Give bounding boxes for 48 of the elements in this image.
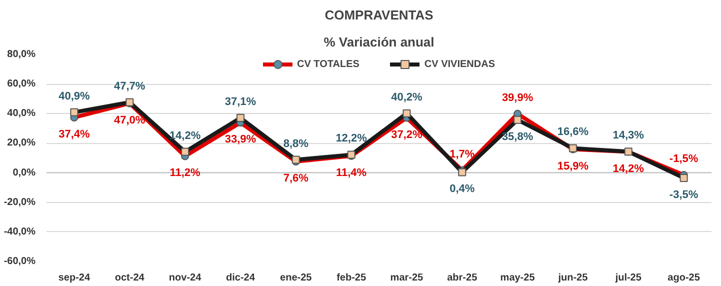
data-label: -1,5%: [669, 153, 698, 166]
x-tick-label: sep-24: [58, 272, 90, 284]
x-tick-label: ago-25: [668, 272, 700, 284]
data-label: 1,7%: [450, 148, 475, 160]
data-label: 14,2%: [169, 130, 201, 142]
data-label: 11,2%: [170, 167, 201, 180]
y-tick-label: -40,0%: [4, 226, 36, 238]
data-label: 35,8%: [502, 130, 534, 143]
data-label: 47,7%: [114, 80, 146, 92]
data-label: 47,0%: [114, 114, 146, 126]
x-tick-label: feb-25: [336, 272, 366, 284]
legend-label: CV TOTALES: [297, 58, 360, 70]
y-tick-label: 60,0%: [7, 78, 36, 90]
data-label: 40,2%: [391, 91, 423, 104]
y-tick-label: -60,0%: [4, 256, 36, 267]
x-tick-label: jul-25: [614, 272, 642, 284]
y-tick-label: 20,0%: [7, 138, 36, 149]
data-label: 14,2%: [612, 162, 644, 175]
data-label: 0,4%: [450, 183, 475, 196]
x-tick-label: abr-25: [447, 272, 478, 284]
legend-label: CV VIVIENDAS: [424, 58, 495, 70]
y-tick-label: 80,0%: [7, 49, 36, 60]
data-label: 8,8%: [283, 138, 309, 150]
data-label: 7,6%: [283, 172, 309, 185]
chart-subtitle: % Variación anual: [324, 34, 434, 50]
chart-title: COMPRAVENTAS: [324, 8, 434, 22]
data-label: 11,4%: [336, 166, 367, 179]
data-label: 16,6%: [557, 126, 589, 138]
data-label: 39,9%: [502, 92, 534, 104]
x-tick-label: nov-24: [168, 272, 202, 284]
y-tick-label: 40,0%: [7, 108, 36, 120]
data-label: 15,9%: [557, 160, 589, 172]
data-label: 37,4%: [58, 128, 90, 140]
x-tick-label: mar-25: [390, 272, 424, 284]
data-label: 37,2%: [391, 128, 423, 141]
data-label: 33,9%: [224, 134, 256, 146]
x-tick-label: may-25: [500, 272, 536, 284]
y-tick-label: -20,0%: [4, 196, 36, 208]
data-label: 40,9%: [58, 90, 90, 102]
data-label: 12,2%: [336, 132, 368, 145]
data-label: 14,3%: [612, 130, 644, 142]
y-tick-label: 0,0%: [12, 167, 36, 178]
x-tick-label: ene-25: [280, 272, 312, 284]
data-label: 37,1%: [224, 96, 256, 108]
x-tick-label: dic-24: [226, 272, 256, 284]
x-tick-label: jun-25: [557, 272, 588, 284]
data-label: -3,5%: [669, 188, 698, 201]
x-tick-label: oct-24: [114, 272, 145, 284]
